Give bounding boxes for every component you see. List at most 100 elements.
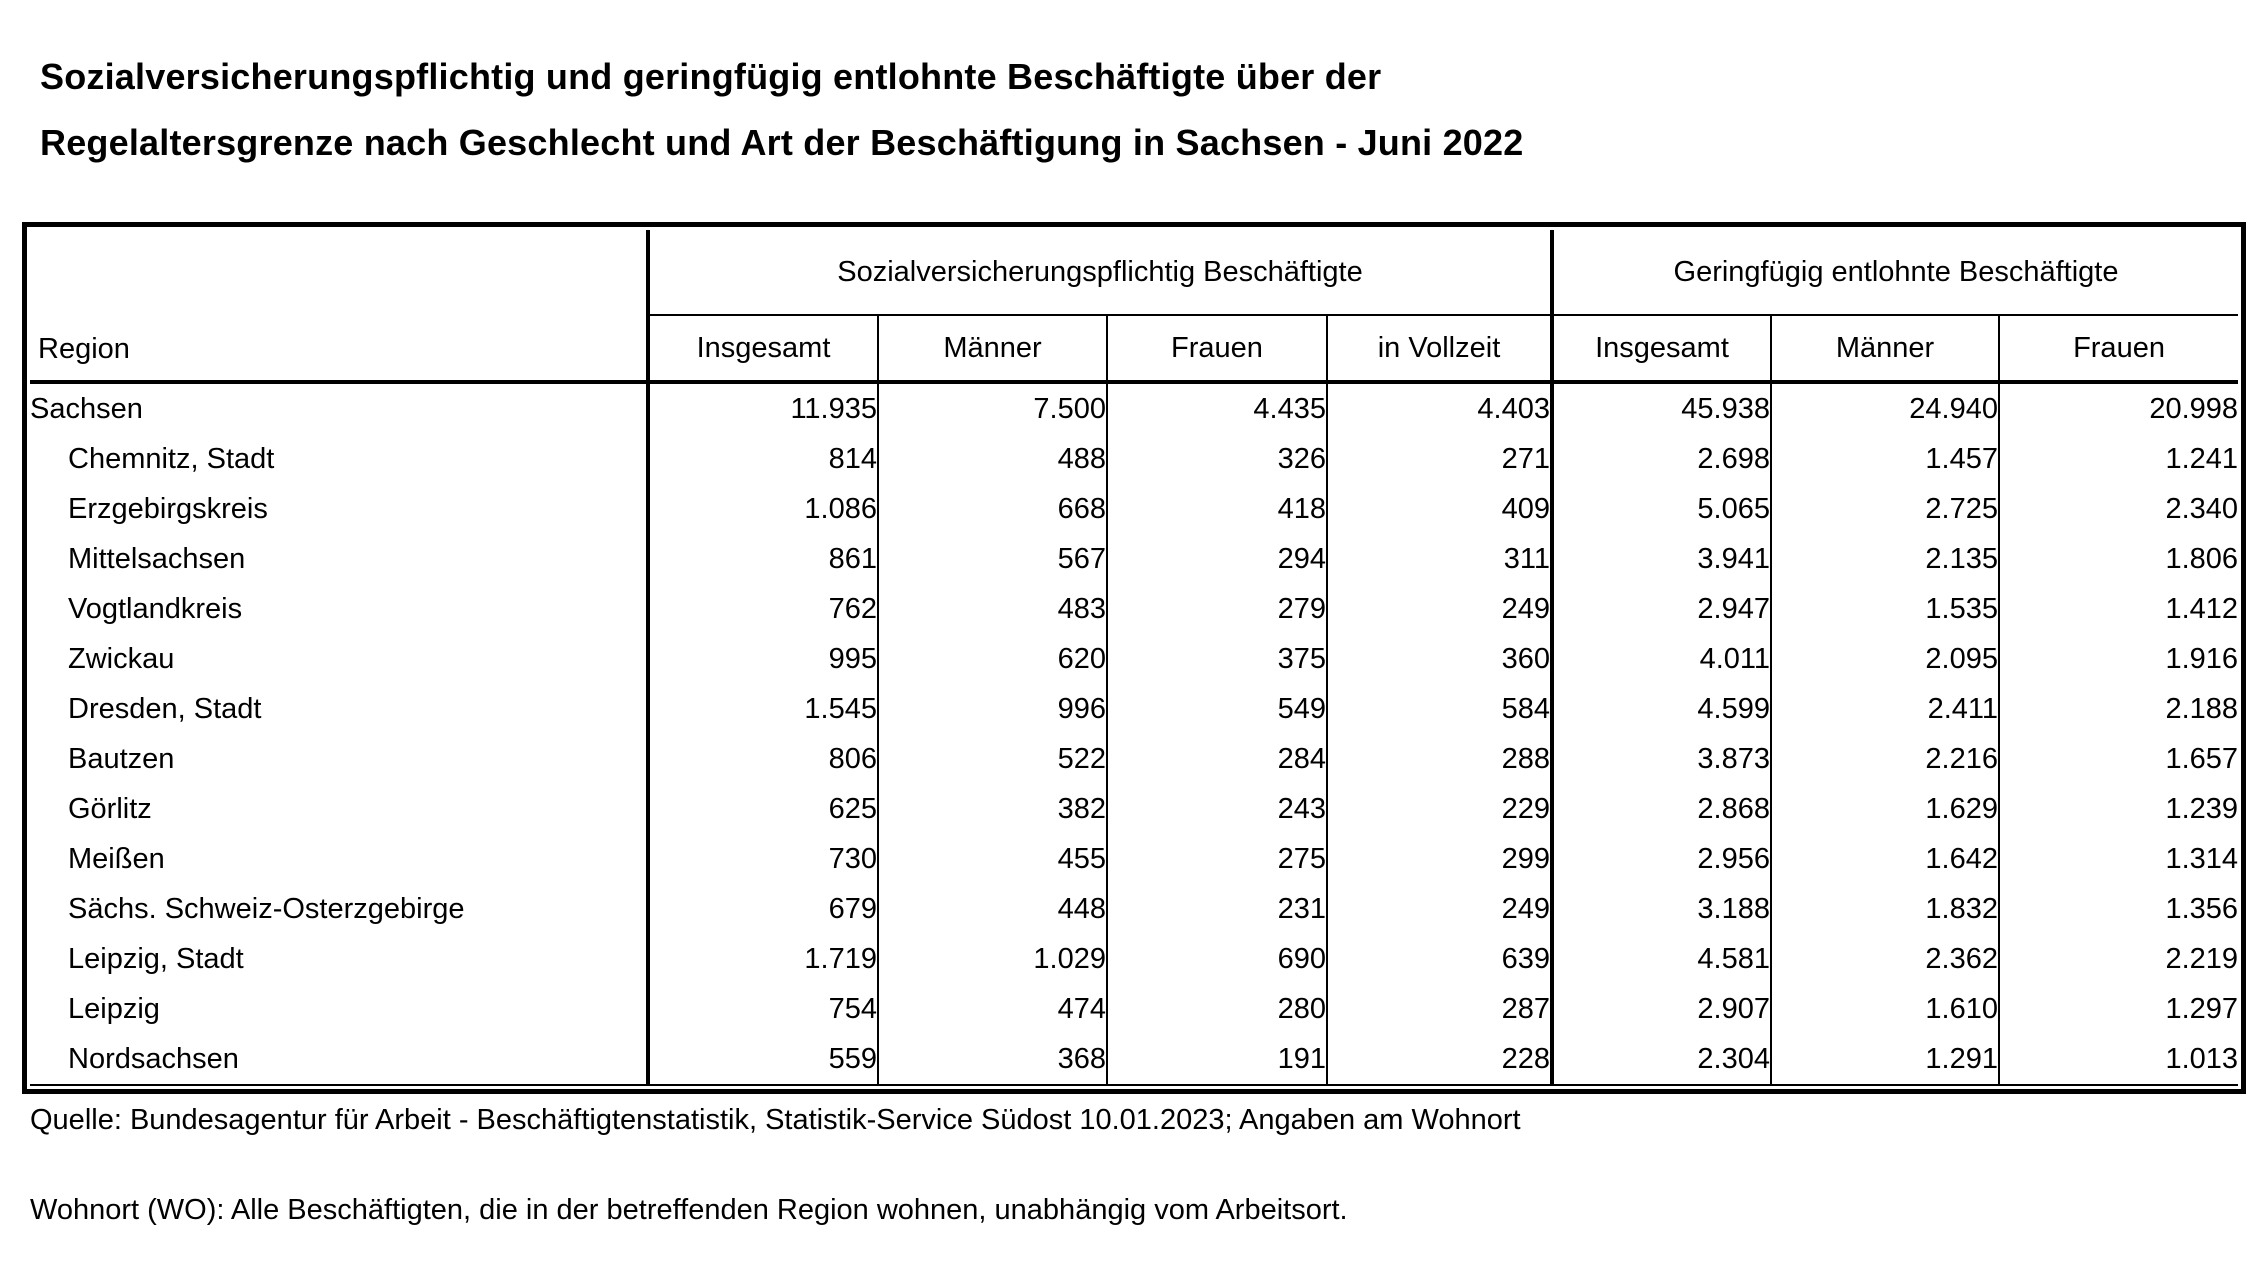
gb-frauen-cell: 1.314 xyxy=(1997,834,2239,884)
sv-maenner-cell: 474 xyxy=(877,984,1107,1034)
region-cell: Bautzen xyxy=(30,734,650,784)
sv-in-vollzeit-cell: 409 xyxy=(1326,484,1552,534)
column-header-sv-in-vollzeit: in Vollzeit xyxy=(1326,315,1552,384)
column-header-gb-maenner: Männer xyxy=(1770,315,1999,384)
header-group-row: Region Sozialversicherungspflichtig Besc… xyxy=(30,230,2239,384)
sv-insgesamt-cell: 559 xyxy=(646,1034,878,1086)
gb-frauen-cell: 1.806 xyxy=(1997,534,2239,584)
column-header-region: Region xyxy=(30,230,650,384)
gb-insgesamt-cell: 3.188 xyxy=(1550,884,1771,934)
sv-insgesamt-cell: 861 xyxy=(646,534,878,584)
gb-maenner-cell: 1.642 xyxy=(1770,834,1999,884)
sv-insgesamt-cell: 625 xyxy=(646,784,878,834)
gb-maenner-cell: 2.411 xyxy=(1770,684,1999,734)
table-body: Sachsen 11.935 7.500 4.435 4.403 45.938 … xyxy=(30,382,2239,1086)
residence-note: Wohnort (WO): Alle Beschäftigten, die in… xyxy=(30,1194,1348,1226)
table-row: Bautzen 806 522 284 288 3.873 2.216 1.65… xyxy=(30,734,2239,784)
sv-in-vollzeit-cell: 271 xyxy=(1326,434,1552,484)
gb-insgesamt-cell: 4.011 xyxy=(1550,634,1771,684)
source-note: Quelle: Bundesagentur für Arbeit - Besch… xyxy=(30,1104,1521,1136)
gb-maenner-cell: 2.095 xyxy=(1770,634,1999,684)
sv-frauen-cell: 294 xyxy=(1106,534,1327,584)
gb-maenner-cell: 2.216 xyxy=(1770,734,1999,784)
sv-insgesamt-cell: 754 xyxy=(646,984,878,1034)
column-header-sv-insgesamt: Insgesamt xyxy=(646,315,878,384)
sv-in-vollzeit-cell: 311 xyxy=(1326,534,1552,584)
statistics-table-frame: Region Sozialversicherungspflichtig Besc… xyxy=(22,222,2246,1094)
table-row: Erzgebirgskreis 1.086 668 418 409 5.065 … xyxy=(30,484,2239,534)
gb-insgesamt-cell: 2.947 xyxy=(1550,584,1771,634)
column-group-geringfuegig-entlohnte: Geringfügig entlohnte Beschäftigte xyxy=(1549,230,2239,316)
region-cell: Sachsen xyxy=(30,382,650,434)
table-row: Dresden, Stadt 1.545 996 549 584 4.599 2… xyxy=(30,684,2239,734)
region-cell: Erzgebirgskreis xyxy=(30,484,650,534)
table-row: Leipzig 754 474 280 287 2.907 1.610 1.29… xyxy=(30,984,2239,1034)
column-header-sv-frauen: Frauen xyxy=(1106,315,1327,384)
sv-frauen-cell: 690 xyxy=(1106,934,1327,984)
table-row: Sachsen 11.935 7.500 4.435 4.403 45.938 … xyxy=(30,382,2239,434)
sv-frauen-cell: 375 xyxy=(1106,634,1327,684)
page-title-line2: Regelaltersgrenze nach Geschlecht und Ar… xyxy=(40,122,1524,163)
sv-maenner-cell: 483 xyxy=(877,584,1107,634)
sv-frauen-cell: 191 xyxy=(1106,1034,1327,1086)
sv-maenner-cell: 522 xyxy=(877,734,1107,784)
gb-frauen-cell: 20.998 xyxy=(1997,382,2239,434)
sv-frauen-cell: 231 xyxy=(1106,884,1327,934)
gb-maenner-cell: 1.535 xyxy=(1770,584,1999,634)
gb-maenner-cell: 2.362 xyxy=(1770,934,1999,984)
sv-in-vollzeit-cell: 229 xyxy=(1326,784,1552,834)
region-cell: Görlitz xyxy=(30,784,650,834)
gb-frauen-cell: 1.239 xyxy=(1997,784,2239,834)
sv-maenner-cell: 996 xyxy=(877,684,1107,734)
sv-in-vollzeit-cell: 299 xyxy=(1326,834,1552,884)
sv-insgesamt-cell: 1.545 xyxy=(646,684,878,734)
region-cell: Dresden, Stadt xyxy=(30,684,650,734)
sv-in-vollzeit-cell: 287 xyxy=(1326,984,1552,1034)
sv-in-vollzeit-cell: 4.403 xyxy=(1326,382,1552,434)
sv-insgesamt-cell: 679 xyxy=(646,884,878,934)
table-row: Mittelsachsen 861 567 294 311 3.941 2.13… xyxy=(30,534,2239,584)
sv-in-vollzeit-cell: 228 xyxy=(1326,1034,1552,1086)
sv-in-vollzeit-cell: 639 xyxy=(1326,934,1552,984)
gb-insgesamt-cell: 2.304 xyxy=(1550,1034,1771,1086)
sv-in-vollzeit-cell: 360 xyxy=(1326,634,1552,684)
gb-maenner-cell: 2.725 xyxy=(1770,484,1999,534)
sv-insgesamt-cell: 11.935 xyxy=(646,382,878,434)
region-cell: Sächs. Schweiz-Osterzgebirge xyxy=(30,884,650,934)
sv-in-vollzeit-cell: 249 xyxy=(1326,884,1552,934)
column-header-gb-insgesamt: Insgesamt xyxy=(1550,315,1771,384)
sv-maenner-cell: 448 xyxy=(877,884,1107,934)
sv-frauen-cell: 279 xyxy=(1106,584,1327,634)
sv-in-vollzeit-cell: 249 xyxy=(1326,584,1552,634)
region-cell: Leipzig xyxy=(30,984,650,1034)
sv-maenner-cell: 668 xyxy=(877,484,1107,534)
region-cell: Meißen xyxy=(30,834,650,884)
region-cell: Nordsachsen xyxy=(30,1034,650,1086)
sv-frauen-cell: 280 xyxy=(1106,984,1327,1034)
table-row: Vogtlandkreis 762 483 279 249 2.947 1.53… xyxy=(30,584,2239,634)
table-row: Leipzig, Stadt 1.719 1.029 690 639 4.581… xyxy=(30,934,2239,984)
gb-insgesamt-cell: 45.938 xyxy=(1550,382,1771,434)
gb-frauen-cell: 2.188 xyxy=(1997,684,2239,734)
gb-frauen-cell: 1.356 xyxy=(1997,884,2239,934)
region-cell: Chemnitz, Stadt xyxy=(30,434,650,484)
gb-frauen-cell: 2.219 xyxy=(1997,934,2239,984)
sv-insgesamt-cell: 1.719 xyxy=(646,934,878,984)
sv-frauen-cell: 326 xyxy=(1106,434,1327,484)
gb-maenner-cell: 1.457 xyxy=(1770,434,1999,484)
gb-maenner-cell: 2.135 xyxy=(1770,534,1999,584)
sv-frauen-cell: 243 xyxy=(1106,784,1327,834)
table-row: Nordsachsen 559 368 191 228 2.304 1.291 … xyxy=(30,1034,2239,1086)
sv-insgesamt-cell: 814 xyxy=(646,434,878,484)
gb-frauen-cell: 1.013 xyxy=(1997,1034,2239,1086)
gb-frauen-cell: 1.241 xyxy=(1997,434,2239,484)
gb-insgesamt-cell: 4.581 xyxy=(1550,934,1771,984)
region-cell: Mittelsachsen xyxy=(30,534,650,584)
region-cell: Vogtlandkreis xyxy=(30,584,650,634)
gb-maenner-cell: 1.832 xyxy=(1770,884,1999,934)
sv-maenner-cell: 488 xyxy=(877,434,1107,484)
table-row: Meißen 730 455 275 299 2.956 1.642 1.314 xyxy=(30,834,2239,884)
gb-maenner-cell: 1.291 xyxy=(1770,1034,1999,1086)
sv-insgesamt-cell: 995 xyxy=(646,634,878,684)
